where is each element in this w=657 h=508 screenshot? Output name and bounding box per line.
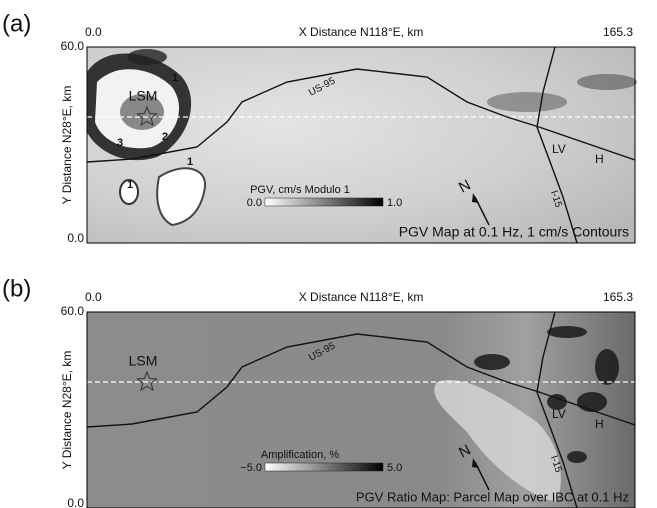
- pgv-dark: [487, 92, 567, 112]
- x-axis-start: 0.0: [85, 290, 102, 304]
- x-axis-title: X Distance N118°E, km: [299, 25, 424, 39]
- ratio-dark: [547, 326, 587, 338]
- colorbar-min: −5.0: [240, 462, 262, 474]
- contour-label: 1: [187, 156, 193, 168]
- x-axis-end: 165.3: [603, 290, 633, 304]
- ratio-dark: [595, 349, 619, 385]
- contour-label: 1: [127, 179, 133, 191]
- x-axis-start: 0.0: [85, 25, 102, 39]
- city-label: H: [595, 417, 604, 431]
- colorbar: [265, 198, 383, 206]
- contour-label: 3: [117, 137, 123, 149]
- figure: (a)0.0X Distance N118°E, km165.360.00.0Y…: [0, 0, 657, 508]
- x-axis-title: X Distance N118°E, km: [299, 290, 424, 304]
- y-axis-title: Y Distance N28°E, km: [60, 351, 74, 470]
- y-axis-end: 60.0: [61, 39, 85, 53]
- ratio-dark: [567, 451, 587, 463]
- city-label: H: [595, 152, 604, 166]
- contour-label: 1: [172, 72, 178, 84]
- site-label: LSM: [129, 353, 158, 369]
- colorbar-min: 0.0: [247, 197, 262, 209]
- x-axis-end: 165.3: [603, 25, 633, 39]
- pgv-dark: [127, 49, 167, 65]
- y-axis-start: 0.0: [67, 496, 84, 508]
- panel-label: (a): [2, 10, 31, 37]
- site-label: LSM: [129, 88, 158, 104]
- contour-label: 2: [162, 131, 168, 143]
- ratio-dark: [577, 392, 607, 412]
- map-caption: PGV Ratio Map: Parcel Map over IBC at 0.…: [356, 489, 629, 504]
- colorbar-title: PGV, cm/s Modulo 1: [250, 184, 350, 196]
- colorbar-max: 1.0: [387, 197, 402, 209]
- colorbar: [265, 463, 383, 471]
- y-axis-start: 0.0: [67, 231, 84, 245]
- city-label: LV: [552, 407, 566, 421]
- pgv-dark: [577, 74, 637, 90]
- city-label: LV: [552, 142, 566, 156]
- colorbar-title: Amplification, %: [261, 449, 339, 461]
- y-axis-title: Y Distance N28°E, km: [60, 86, 74, 205]
- ratio-dark: [474, 354, 510, 370]
- colorbar-max: 5.0: [387, 462, 402, 474]
- map-caption: PGV Map at 0.1 Hz, 1 cm/s Contours: [399, 224, 629, 240]
- panel-label: (b): [2, 275, 31, 302]
- y-axis-end: 60.0: [61, 304, 85, 318]
